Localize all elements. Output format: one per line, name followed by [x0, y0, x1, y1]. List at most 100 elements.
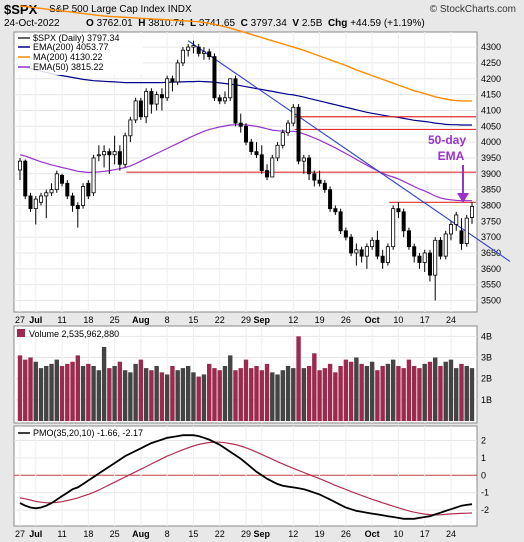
candle-body [96, 154, 101, 157]
volume-bar [91, 365, 96, 421]
x-tick-label: 17 [420, 315, 430, 325]
pmo-tick-label: 1 [481, 453, 486, 463]
x-tick-label: 25 [110, 315, 120, 325]
price-tick-label: 3900 [481, 169, 501, 179]
legend-ema200: EMA(200) 4053.77 [33, 42, 109, 52]
x-tick-label: 26 [341, 315, 351, 325]
x-tick-label: 10 [393, 315, 403, 325]
x-tick-label: Oct [365, 529, 380, 539]
price-legend: $SPX (Daily) 3797.34 EMA(200) 4053.77 MA… [15, 33, 143, 75]
candle-body [175, 62, 180, 83]
x-tick-label: Aug [132, 315, 150, 325]
candle-body [44, 192, 49, 197]
volume-bar [348, 361, 354, 421]
price-tick-label: 3850 [481, 185, 501, 195]
volume-bar [170, 365, 175, 421]
volume-bar [317, 370, 322, 421]
volume-bar [249, 368, 254, 421]
pmo-lines [19, 434, 473, 520]
volume-bar [70, 361, 75, 421]
volume-bar [411, 365, 417, 421]
legend-price: $SPX (Daily) 3797.34 [33, 33, 120, 43]
x-tick-label: 18 [83, 315, 93, 325]
candle-body [259, 154, 264, 172]
candle-body [433, 239, 438, 276]
volume-tick-label: 3B [481, 353, 492, 363]
candle-body [343, 230, 348, 238]
price-y-axis: 3500 3550 3600 3650 3700 3750 3800 3850 3900 3950… [481, 42, 501, 305]
candle-body [70, 195, 75, 206]
chart-header: $SPX S&P 500 Large Cap Index INDX © Stoc… [0, 0, 524, 32]
candle-body [217, 97, 222, 102]
volume-bar [443, 361, 448, 421]
volume-bar [401, 368, 406, 421]
volume-bar [112, 365, 117, 421]
price-tick-label: 3800 [481, 200, 501, 210]
candle-body [222, 97, 227, 102]
volume-bar [175, 370, 180, 421]
volume-bar [285, 365, 291, 421]
candle-body [275, 144, 280, 159]
candle-body [154, 94, 159, 105]
candle-body [417, 255, 422, 263]
x-tick-label: 15 [188, 529, 198, 539]
candle-body [427, 252, 432, 276]
volume-bar [427, 361, 433, 421]
candle-body [322, 182, 327, 191]
volume-bar [291, 368, 296, 421]
x-tick-label: 17 [420, 529, 430, 539]
volume-y-axis: 1B 2B 3B 4B [481, 331, 492, 404]
volume-bar [296, 336, 301, 421]
volume-tick-label: 1B [481, 395, 492, 405]
volume-bar [280, 370, 285, 421]
volume-legend: Volume 2,535,962,880 [17, 329, 119, 339]
volume-bar [459, 363, 464, 421]
candle-body [238, 122, 243, 127]
volume-bar [238, 368, 243, 421]
candle-body [438, 239, 443, 257]
volume-bar [159, 372, 165, 421]
candle-body [317, 179, 322, 184]
volume-bar [243, 359, 249, 421]
candle-body [133, 100, 138, 121]
price-tick-label: 4300 [481, 42, 501, 52]
volume-bar [438, 365, 443, 421]
candle-body [280, 132, 285, 146]
candle-body [422, 252, 427, 263]
candle-body [28, 195, 33, 210]
volume-tick-label: 4B [481, 331, 492, 341]
volume-bar [143, 368, 149, 421]
candle-body [380, 255, 385, 263]
x-tick-label: 26 [341, 529, 351, 539]
volume-bar [448, 359, 454, 421]
candle-body [196, 46, 201, 54]
candle-body [180, 49, 185, 64]
pmo-tick-label: -2 [481, 505, 489, 515]
volume-bar [185, 365, 191, 421]
x-tick-label: Sep [254, 315, 271, 325]
candle-body [459, 230, 464, 244]
volume-bar [196, 376, 201, 421]
volume-bar [306, 365, 312, 421]
volume-bar [75, 355, 81, 421]
volume-bar [117, 361, 123, 421]
candle-body [49, 189, 54, 194]
volume-bars [17, 336, 475, 421]
price-tick-label: 4050 [481, 121, 501, 131]
candle-body [112, 151, 117, 156]
volume-bar [322, 368, 328, 421]
legend-ma200: MA(200) 4130.22 [33, 52, 103, 62]
volume-bar [212, 368, 217, 421]
x-tick-label: Jul [29, 529, 42, 539]
candle-body [391, 208, 396, 248]
date-label: 24-Oct-2022 [4, 18, 60, 29]
x-tick-label: 25 [110, 529, 120, 539]
candle-body [149, 91, 154, 105]
candle-body [370, 239, 375, 248]
volume-bar [359, 363, 364, 421]
volume-bar [38, 368, 44, 421]
volume-bar [464, 365, 469, 421]
pmo-signal-line [19, 441, 473, 516]
x-tick-label: 8 [165, 315, 170, 325]
volume-bar [65, 363, 70, 421]
